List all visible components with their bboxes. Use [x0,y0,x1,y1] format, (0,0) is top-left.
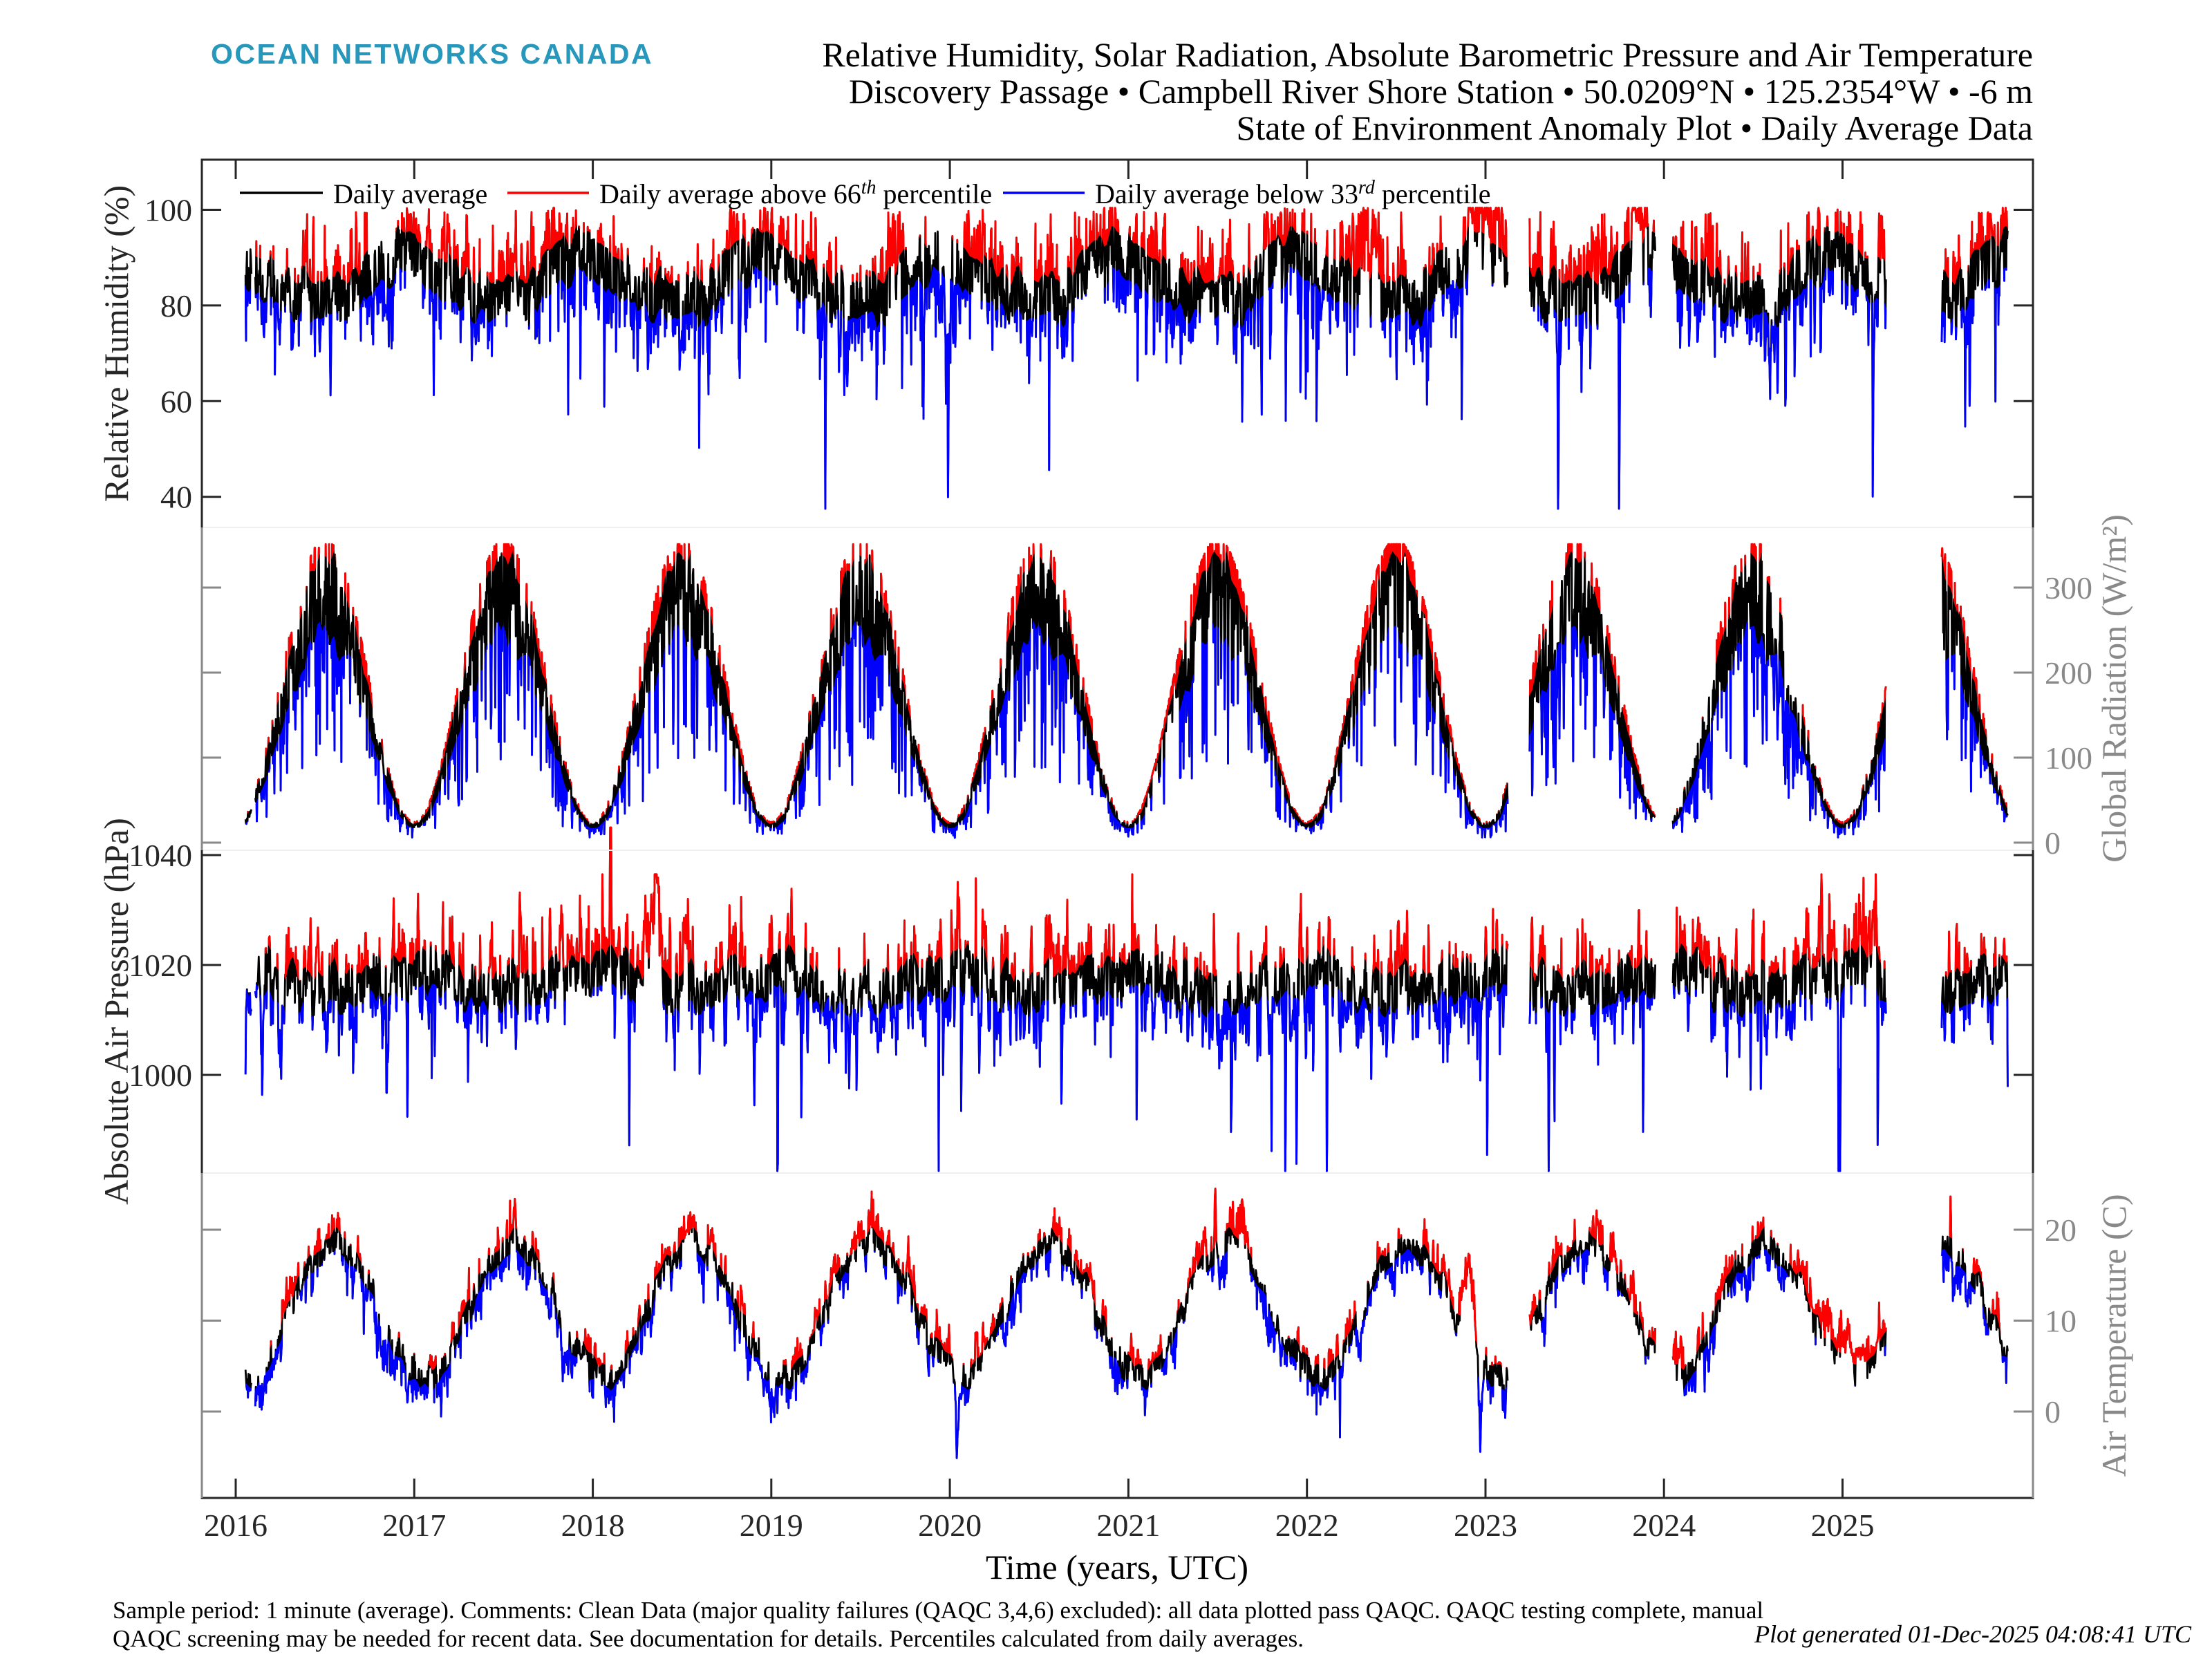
svg-text:Absolute Air Pressure (hPa): Absolute Air Pressure (hPa) [97,818,135,1205]
svg-text:2016: 2016 [204,1508,268,1543]
svg-text:60: 60 [160,384,192,419]
svg-text:300: 300 [2045,570,2092,606]
svg-text:Relative Humidity, Solar Radia: Relative Humidity, Solar Radiation, Abso… [822,35,2033,74]
svg-text:Air Temperature (C): Air Temperature (C) [2094,1194,2133,1477]
svg-text:2017: 2017 [382,1508,446,1543]
svg-text:100: 100 [144,193,192,228]
svg-text:OCEAN NETWORKS CANADA: OCEAN NETWORKS CANADA [211,38,653,70]
svg-text:1040: 1040 [129,838,192,873]
svg-text:1020: 1020 [129,948,192,983]
svg-text:Global Radiation (W/m²): Global Radiation (W/m²) [2094,514,2133,863]
svg-text:80: 80 [160,288,192,324]
svg-text:Discovery Passage • Campbell R: Discovery Passage • Campbell River Shore… [849,72,2033,111]
svg-text:0: 0 [2045,825,2061,861]
svg-text:2018: 2018 [561,1508,625,1543]
svg-text:2023: 2023 [1454,1508,1517,1543]
svg-text:2022: 2022 [1275,1508,1339,1543]
svg-text:Daily average above 66th perce: Daily average above 66th percentile [599,177,992,209]
svg-text:Sample period: 1 minute (avera: Sample period: 1 minute (average). Comme… [113,1597,1763,1624]
svg-text:2020: 2020 [918,1508,982,1543]
svg-text:2025: 2025 [1811,1508,1875,1543]
svg-text:Relative Humidity (%): Relative Humidity (%) [97,185,135,502]
svg-text:40: 40 [160,480,192,515]
svg-text:Plot generated 01-Dec-2025 04:: Plot generated 01-Dec-2025 04:08:41 UTC [1754,1620,2192,1648]
svg-text:2019: 2019 [740,1508,803,1543]
svg-text:20: 20 [2045,1212,2077,1248]
svg-text:QAQC screening may be needed f: QAQC screening may be needed for recent … [113,1625,1304,1652]
svg-text:10: 10 [2045,1304,2077,1339]
svg-text:1000: 1000 [129,1058,192,1093]
svg-text:Daily average: Daily average [333,178,487,209]
svg-text:100: 100 [2045,740,2092,776]
svg-text:Time (years, UTC): Time (years, UTC) [986,1548,1248,1586]
svg-text:2021: 2021 [1096,1508,1160,1543]
svg-text:State of Environment Anomaly P: State of Environment Anomaly Plot • Dail… [1237,109,2033,147]
svg-text:2024: 2024 [1632,1508,1696,1543]
svg-text:Daily average below 33rd perce: Daily average below 33rd percentile [1095,177,1491,209]
svg-text:200: 200 [2045,655,2092,691]
svg-text:0: 0 [2045,1394,2061,1430]
